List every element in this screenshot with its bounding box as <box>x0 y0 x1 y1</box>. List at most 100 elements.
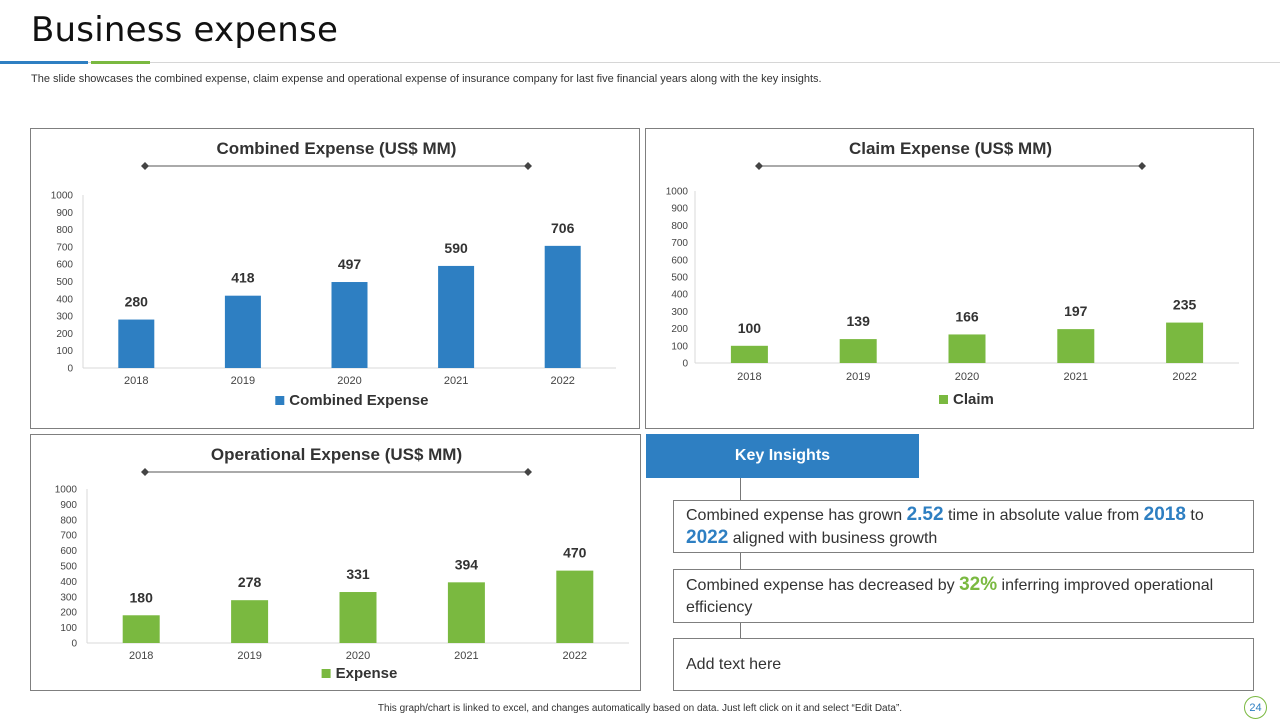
data-label: 418 <box>231 270 255 286</box>
y-tick-label: 500 <box>671 273 688 284</box>
bar-2019 <box>224 295 261 368</box>
y-tick-label: 1000 <box>51 191 74 202</box>
insight-text: Combined expense has decreased by <box>686 576 960 594</box>
bar-2020 <box>948 334 986 363</box>
y-tick-label: 200 <box>56 329 73 340</box>
insight-text: time in absolute value from <box>943 506 1144 524</box>
arrow-diamond-marker <box>141 162 149 170</box>
data-label: 497 <box>338 256 362 272</box>
footer-note: This graph/chart is linked to excel, and… <box>377 703 903 714</box>
x-tick-label: 2022 <box>563 650 587 662</box>
operational-expense-chart[interactable]: Operational Expense (US$ MM) 0 100 200 300 40… <box>31 435 642 692</box>
insights-connector <box>740 553 741 569</box>
bar-2022 <box>1166 322 1204 363</box>
data-label: 394 <box>455 556 479 572</box>
x-tick-label: 2018 <box>737 371 761 383</box>
y-tick-label: 0 <box>67 364 73 375</box>
legend-swatch <box>321 669 331 678</box>
page-title: Business expense <box>31 10 339 50</box>
arrow-diamond-marker <box>141 468 149 476</box>
insight-text: Add text here <box>686 655 782 673</box>
y-tick-label: 800 <box>671 221 688 232</box>
arrow-diamond-marker <box>755 162 763 170</box>
y-tick-label: 600 <box>60 546 77 557</box>
data-label: 139 <box>847 313 871 329</box>
x-tick-label: 2022 <box>1172 371 1196 383</box>
y-tick-label: 900 <box>60 500 77 511</box>
y-tick-label: 900 <box>671 204 688 215</box>
y-tick-label: 1000 <box>55 485 78 496</box>
data-label: 706 <box>551 220 575 236</box>
y-tick-label: 200 <box>60 608 77 619</box>
y-tick-label: 200 <box>671 324 688 335</box>
arrow-diamond-marker <box>524 468 532 476</box>
y-tick-label: 500 <box>56 277 73 288</box>
x-tick-label: 2018 <box>129 650 153 662</box>
arrow-diamond-marker <box>1138 162 1146 170</box>
x-tick-label: 2020 <box>955 371 979 383</box>
key-insights-header: Key Insights <box>646 434 919 478</box>
claim-expense-panel[interactable]: Claim Expense (US$ MM) 0 100 200 300 400 500 60… <box>645 128 1254 429</box>
combined-expense-chart[interactable]: Combined Expense (US$ MM) 0 100 200 300 400 50… <box>31 129 641 430</box>
bar-2020 <box>331 282 368 368</box>
data-label: 280 <box>125 294 149 310</box>
insight-box-growth[interactable]: Combined expense has grown 2.52 time in … <box>673 500 1254 553</box>
bar-2018 <box>118 319 155 368</box>
legend-label: Combined Expense <box>289 392 428 409</box>
x-tick-label: 2018 <box>124 375 148 387</box>
bar-2021 <box>438 265 475 368</box>
x-tick-label: 2020 <box>346 650 370 662</box>
data-label: 197 <box>1064 303 1088 319</box>
y-tick-label: 100 <box>56 346 73 357</box>
insight-highlight: 32% <box>959 573 998 595</box>
insight-box-efficiency[interactable]: Combined expense has decreased by 32% in… <box>673 569 1254 623</box>
bar-2019 <box>231 600 269 643</box>
insight-text: aligned with business growth <box>728 529 938 547</box>
insight-highlight: 2018 <box>1143 503 1186 525</box>
data-label: 180 <box>130 589 154 605</box>
data-label: 278 <box>238 574 262 590</box>
y-tick-label: 700 <box>671 238 688 249</box>
operational-expense-panel[interactable]: Operational Expense (US$ MM) 0 100 200 300 40… <box>30 434 641 691</box>
x-tick-label: 2019 <box>237 650 261 662</box>
claim-expense-chart[interactable]: Claim Expense (US$ MM) 0 100 200 300 400 500 60… <box>646 129 1255 430</box>
legend-swatch <box>275 396 285 405</box>
title-accent-green <box>91 61 150 64</box>
x-tick-label: 2019 <box>231 375 255 387</box>
y-tick-label: 100 <box>671 341 688 352</box>
x-tick-label: 2021 <box>1064 371 1088 383</box>
insight-highlight: 2.52 <box>906 503 944 525</box>
data-label: 470 <box>563 545 587 561</box>
y-tick-label: 400 <box>671 290 688 301</box>
chart-title: Combined Expense (US$ MM) <box>217 139 457 158</box>
chart-title: Claim Expense (US$ MM) <box>849 139 1052 158</box>
y-tick-label: 600 <box>671 255 688 266</box>
bar-2019 <box>839 339 877 363</box>
legend-label: Claim <box>953 391 994 408</box>
y-tick-label: 300 <box>671 307 688 318</box>
insight-text: to <box>1185 506 1204 524</box>
chart-title: Operational Expense (US$ MM) <box>211 445 462 464</box>
page-number: 24 <box>1244 696 1267 719</box>
title-divider <box>0 62 1280 63</box>
bar-2021 <box>1057 329 1095 363</box>
bar-2020 <box>339 592 377 643</box>
insight-text: inferring improved operational efficienc… <box>686 576 1214 616</box>
data-label: 100 <box>738 320 762 336</box>
bar-2018 <box>122 615 160 643</box>
insight-box-placeholder[interactable]: Add text here <box>673 638 1254 691</box>
y-tick-label: 900 <box>56 208 73 219</box>
y-tick-label: 700 <box>56 242 73 253</box>
y-tick-label: 700 <box>60 531 77 542</box>
y-tick-label: 1000 <box>666 187 689 198</box>
y-tick-label: 100 <box>60 623 77 634</box>
y-tick-label: 400 <box>60 577 77 588</box>
combined-expense-panel[interactable]: Combined Expense (US$ MM) 0 100 200 300 400 50… <box>30 128 640 429</box>
insights-connector <box>740 623 741 638</box>
x-tick-label: 2021 <box>444 375 468 387</box>
y-tick-label: 800 <box>56 225 73 236</box>
legend-swatch <box>939 395 948 404</box>
bar-2022 <box>556 570 594 643</box>
y-tick-label: 800 <box>60 515 77 526</box>
data-label: 166 <box>955 308 979 324</box>
